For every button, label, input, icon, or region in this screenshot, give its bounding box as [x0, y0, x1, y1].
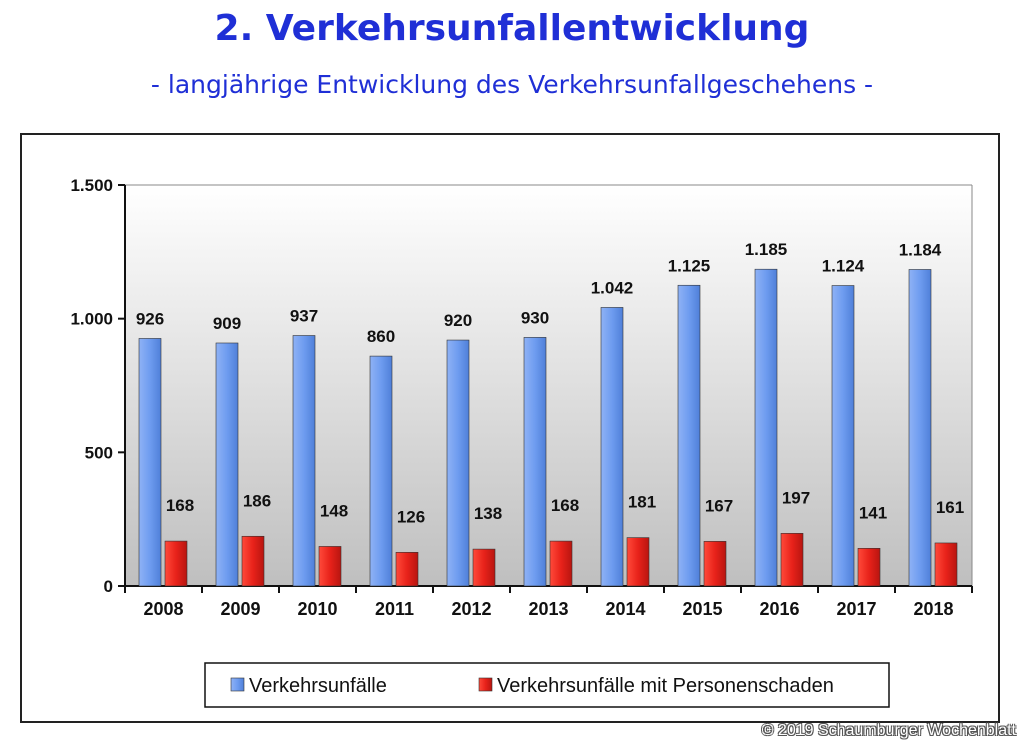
x-tick-label: 2012: [451, 599, 491, 619]
data-label: 937: [290, 307, 318, 326]
data-label: 926: [136, 309, 164, 328]
y-tick-label: 1.500: [70, 176, 113, 195]
page-subtitle: - langjährige Entwicklung des Verkehrsun…: [150, 70, 874, 99]
data-label: 141: [859, 503, 887, 522]
data-label: 168: [166, 496, 194, 515]
legend-swatch-personenschaden: [478, 677, 493, 692]
data-label: 1.184: [899, 240, 942, 259]
data-label: 138: [474, 504, 502, 523]
x-tick-label: 2014: [605, 599, 645, 619]
bar-personenschaden: [549, 540, 573, 587]
bar-personenschaden: [857, 548, 881, 587]
bar-verkehrsunfaelle: [908, 269, 932, 587]
copyright-notice: © 2019 Schaumburger Wochenblatt: [761, 722, 1016, 739]
x-tick-label: 2017: [836, 599, 876, 619]
bar-personenschaden: [164, 540, 188, 587]
data-label: 860: [367, 327, 395, 346]
legend-swatch-verkehrsunfaelle: [230, 677, 245, 692]
x-tick-label: 2013: [528, 599, 568, 619]
bar-personenschaden: [703, 541, 727, 587]
data-label: 186: [243, 491, 271, 510]
x-tick-label: 2011: [375, 599, 414, 619]
data-label: 1.042: [591, 278, 634, 297]
data-label: 168: [551, 496, 579, 515]
bar-personenschaden: [472, 548, 496, 587]
bar-verkehrsunfaelle: [215, 342, 239, 587]
bar-verkehrsunfaelle: [292, 335, 316, 587]
legend-label: Verkehrsunfälle: [249, 675, 387, 697]
bar-chart: 0 500 1.000 1.500 2008 926 168 2009 909 186 2010 93…: [70, 176, 973, 708]
bar-personenschaden: [626, 537, 650, 587]
data-label: 181: [628, 493, 656, 512]
data-label: 167: [705, 496, 733, 515]
data-label: 1.125: [668, 256, 711, 275]
x-tick-label: 2008: [143, 599, 183, 619]
plot-background: [125, 185, 972, 586]
x-tick-label: 2016: [759, 599, 799, 619]
bar-verkehrsunfaelle: [831, 285, 855, 587]
y-tick-label: 0: [104, 577, 113, 596]
data-label: 920: [444, 311, 472, 330]
bar-personenschaden: [395, 552, 419, 587]
x-tick-label: 2018: [913, 599, 953, 619]
bar-personenschaden: [241, 535, 265, 587]
bar-verkehrsunfaelle: [600, 307, 624, 587]
y-tick-label: 500: [85, 443, 113, 462]
bar-personenschaden: [318, 546, 342, 587]
page-title: 2. Verkehrsunfallentwicklung: [214, 8, 810, 49]
y-tick-label: 1.000: [70, 310, 113, 329]
bar-personenschaden: [934, 542, 958, 587]
legend-box: [204, 662, 890, 708]
x-tick-label: 2009: [220, 599, 260, 619]
data-label: 148: [320, 501, 348, 520]
bar-verkehrsunfaelle: [369, 355, 393, 587]
data-label: 197: [782, 488, 810, 507]
chart-frame: 0 500 1.000 1.500 2008 926 168 2009 909 186 2010 93…: [20, 133, 1000, 723]
data-label: 909: [213, 314, 241, 333]
bar-verkehrsunfaelle: [677, 284, 701, 587]
bar-verkehrsunfaelle: [523, 337, 547, 587]
bar-verkehrsunfaelle: [138, 338, 162, 587]
x-tick-label: 2010: [297, 599, 337, 619]
x-tick-label: 2015: [682, 599, 722, 619]
data-label: 1.124: [822, 257, 865, 276]
data-label: 1.185: [745, 240, 788, 259]
data-label: 930: [521, 308, 549, 327]
bar-verkehrsunfaelle: [446, 339, 470, 587]
bar-verkehrsunfaelle: [754, 268, 778, 587]
legend-label: Verkehrsunfälle mit Personenschaden: [497, 675, 834, 697]
data-label: 161: [936, 498, 964, 517]
data-label: 126: [397, 507, 425, 526]
bar-personenschaden: [780, 533, 804, 587]
